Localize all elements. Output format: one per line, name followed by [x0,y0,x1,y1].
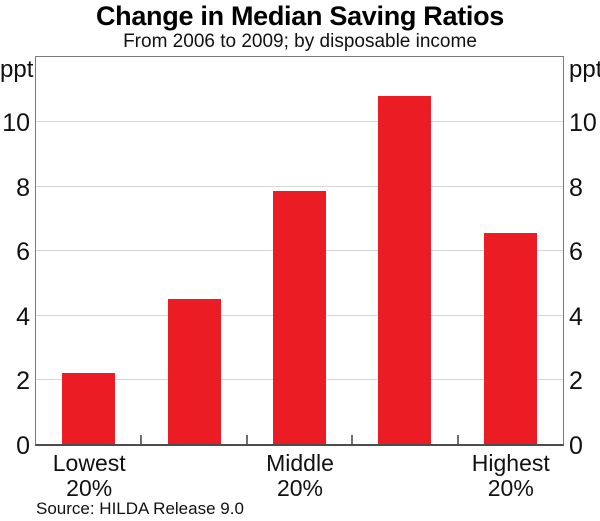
gridline-8 [36,185,563,187]
x-category-label-5: Highest 20% [471,450,550,501]
x-axis-tick-3 [351,435,354,444]
x-axis-tick-2 [245,435,248,444]
bar-3 [273,190,326,444]
y-tick-label-left-6: 6 [16,238,30,266]
y-tick-label-right-0: 0 [569,431,583,460]
y-tick-label-right-6: 6 [569,238,583,266]
source-note: Source: HILDA Release 9.0 [36,499,244,518]
y-tick-label-right-8: 8 [569,173,583,202]
y-tick-label-left-2: 2 [16,367,30,395]
x-category-label-3: Middle 20% [266,450,334,501]
plot-area [35,56,564,446]
bar-5 [483,232,537,444]
chart-subtitle: From 2006 to 2009; by disposable income [123,31,477,52]
y-tick-label-left-8: 8 [16,173,30,202]
x-axis-tick-4 [456,435,459,444]
y-tick-label-left-4: 4 [16,302,30,331]
chart-title: Change in Median Saving Ratios [95,1,505,31]
right-axis-unit-label: ppt [569,56,600,83]
y-tick-label-right-2: 2 [569,367,583,395]
x-category-label-1: Lowest 20% [52,450,126,501]
gridline-10 [36,121,563,122]
bar-1 [62,373,116,444]
y-tick-label-right-4: 4 [569,302,583,331]
bar-2 [167,298,221,444]
y-tick-label-left-0: 0 [16,431,30,460]
y-tick-label-right-10: 10 [569,109,597,137]
y-tick-label-left-10: 10 [2,109,30,137]
left-axis-unit-label: ppt [0,56,34,83]
x-axis-tick-1 [140,435,143,444]
bar-4 [378,95,432,444]
